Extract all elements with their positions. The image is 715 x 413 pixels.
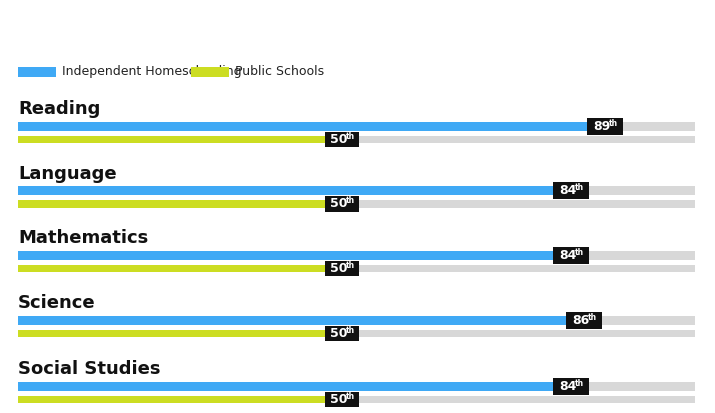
Bar [18, 186, 695, 195]
Text: 50: 50 [330, 262, 347, 275]
Text: Mathematics: Mathematics [18, 229, 148, 247]
Bar [18, 251, 587, 260]
Text: NATIONAL AVERAGE PERCENTILE SCORES PUBLIC SCHOOL VERSUS HOMESCHOOL: NATIONAL AVERAGE PERCENTILE SCORES PUBLI… [21, 16, 694, 31]
Bar [18, 330, 695, 337]
Bar [18, 396, 695, 404]
Bar [18, 200, 357, 207]
Bar [18, 330, 357, 337]
Text: th: th [346, 132, 355, 141]
Text: Science: Science [18, 294, 96, 312]
Bar [18, 265, 357, 272]
Bar [18, 316, 695, 325]
Text: 50: 50 [330, 197, 347, 211]
Bar [18, 186, 587, 195]
Text: th: th [575, 183, 584, 192]
Bar [325, 197, 358, 211]
Text: 50: 50 [330, 393, 347, 406]
Text: 89: 89 [593, 120, 611, 133]
Bar [553, 182, 588, 199]
Bar [18, 122, 695, 131]
Bar [18, 136, 357, 143]
Bar [18, 382, 587, 391]
Text: Public Schools: Public Schools [235, 65, 324, 78]
Bar [325, 261, 358, 276]
Bar [18, 136, 695, 143]
Bar [18, 251, 695, 260]
Bar [18, 382, 695, 391]
Text: 86: 86 [573, 313, 590, 327]
Text: th: th [346, 326, 355, 335]
Bar [18, 66, 56, 77]
Text: 50: 50 [330, 133, 347, 146]
Bar [325, 326, 358, 341]
Bar [18, 122, 621, 131]
Text: 84: 84 [559, 184, 576, 197]
Bar [325, 392, 358, 408]
Bar [18, 265, 695, 272]
Bar [566, 311, 602, 329]
Text: Reading: Reading [18, 100, 100, 118]
Text: 84: 84 [559, 249, 576, 262]
Text: Independent Homeschooling: Independent Homeschooling [62, 65, 242, 78]
Text: 50: 50 [330, 327, 347, 340]
Text: th: th [346, 197, 355, 205]
Text: th: th [575, 379, 584, 388]
Bar [191, 66, 229, 77]
Bar [18, 396, 357, 404]
Text: 84: 84 [559, 380, 576, 393]
Bar [553, 378, 588, 395]
Text: th: th [588, 313, 598, 322]
Bar [325, 132, 358, 147]
Text: Language: Language [18, 165, 117, 183]
Text: th: th [346, 392, 355, 401]
Text: th: th [346, 261, 355, 270]
Text: th: th [575, 248, 584, 257]
Text: th: th [608, 119, 618, 128]
Bar [586, 118, 623, 135]
Bar [18, 200, 695, 207]
Bar [18, 316, 600, 325]
Bar [553, 247, 588, 264]
Text: Social Studies: Social Studies [18, 361, 160, 378]
